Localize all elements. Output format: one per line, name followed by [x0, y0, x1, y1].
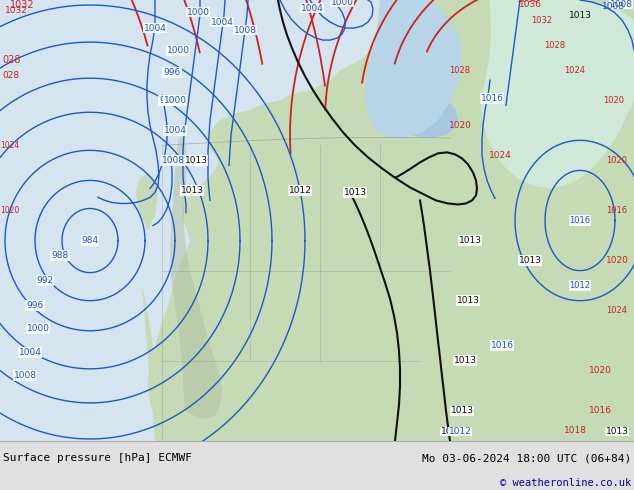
Text: 1004: 1004: [164, 126, 186, 135]
Text: 1013: 1013: [451, 406, 474, 416]
Text: 1008: 1008: [609, 0, 633, 8]
Text: 1013: 1013: [453, 356, 477, 366]
Text: 1004: 1004: [143, 24, 167, 32]
Text: 1016: 1016: [491, 341, 514, 350]
Text: 988: 988: [51, 251, 68, 260]
Text: 1032: 1032: [531, 16, 553, 24]
Text: 1013: 1013: [458, 236, 481, 245]
Text: 028: 028: [2, 55, 20, 65]
Text: 1032: 1032: [10, 0, 35, 10]
Text: 1020: 1020: [449, 121, 472, 130]
Text: 1020: 1020: [605, 256, 628, 265]
Text: 1024: 1024: [607, 306, 628, 315]
Polygon shape: [365, 0, 462, 138]
Text: 1013: 1013: [441, 427, 463, 436]
Text: 1028: 1028: [545, 41, 566, 49]
Text: 1018: 1018: [564, 426, 586, 436]
Text: 1013: 1013: [181, 186, 204, 195]
Text: 1028: 1028: [450, 66, 470, 74]
Text: 1008: 1008: [602, 2, 625, 11]
Text: 1013: 1013: [344, 188, 366, 197]
Text: 1020: 1020: [607, 156, 628, 165]
Text: 1000: 1000: [330, 0, 354, 6]
Text: 1004: 1004: [210, 18, 233, 26]
Text: 996: 996: [27, 301, 44, 310]
Text: 1024: 1024: [0, 141, 19, 150]
Text: 1008: 1008: [233, 25, 257, 35]
Text: 1000: 1000: [27, 324, 49, 333]
Polygon shape: [142, 286, 163, 441]
Text: 1012: 1012: [569, 281, 590, 290]
Text: 1012: 1012: [288, 186, 311, 195]
Text: 1013: 1013: [184, 156, 207, 165]
Text: 1016: 1016: [569, 216, 590, 225]
Polygon shape: [136, 172, 158, 230]
Text: 1013: 1013: [456, 296, 479, 305]
Text: 1004: 1004: [301, 3, 323, 13]
Text: 1013: 1013: [519, 256, 541, 265]
Text: 1008: 1008: [13, 371, 37, 380]
Text: 1000: 1000: [164, 96, 186, 105]
Polygon shape: [481, 0, 634, 189]
Text: Surface pressure [hPa] ECMWF: Surface pressure [hPa] ECMWF: [3, 453, 192, 463]
Text: 1024: 1024: [564, 66, 586, 74]
Text: 1020: 1020: [0, 206, 19, 215]
Text: 1036: 1036: [519, 0, 541, 9]
Text: 992: 992: [36, 276, 53, 285]
Text: 028: 028: [2, 71, 19, 80]
Text: 1000: 1000: [167, 46, 190, 54]
Text: 996: 996: [164, 68, 181, 76]
Text: 1016: 1016: [481, 94, 503, 103]
Text: 1016: 1016: [588, 406, 612, 416]
Polygon shape: [385, 92, 458, 138]
Text: 1004: 1004: [18, 348, 41, 357]
Text: 1020: 1020: [604, 96, 624, 105]
Text: 996: 996: [159, 96, 177, 105]
Text: Mo 03-06-2024 18:00 UTC (06+84): Mo 03-06-2024 18:00 UTC (06+84): [422, 453, 631, 463]
Text: 1013: 1013: [605, 427, 628, 436]
Text: 1032: 1032: [5, 5, 28, 15]
Text: © weatheronline.co.uk: © weatheronline.co.uk: [500, 478, 631, 488]
Text: 1013: 1013: [569, 10, 592, 20]
Text: 984: 984: [81, 236, 98, 245]
Text: 1012: 1012: [449, 427, 472, 436]
Text: 1020: 1020: [588, 367, 611, 375]
Polygon shape: [415, 270, 448, 359]
Text: 1016: 1016: [607, 206, 628, 215]
Polygon shape: [170, 135, 222, 419]
Text: 1008: 1008: [162, 156, 184, 165]
Text: 1024: 1024: [489, 151, 512, 160]
Text: 1036: 1036: [517, 0, 540, 4]
Polygon shape: [148, 0, 634, 441]
Text: 1000: 1000: [186, 7, 209, 17]
